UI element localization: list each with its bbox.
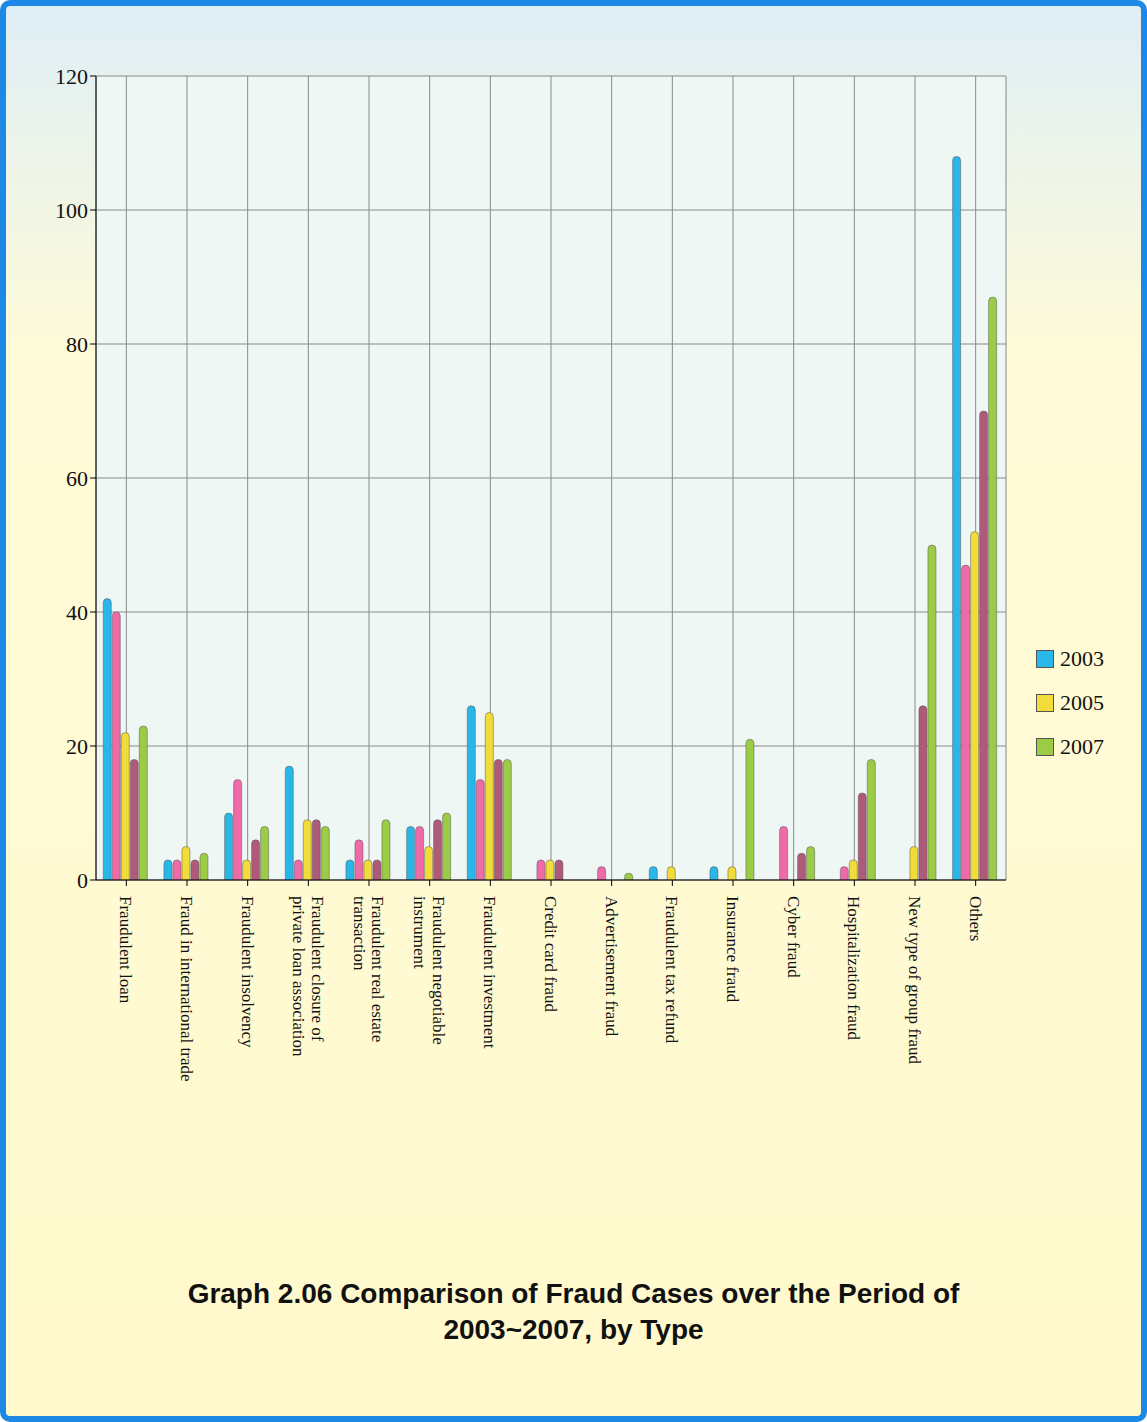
svg-text:Fraudulent real estatetransact: Fraudulent real estatetransaction <box>350 896 388 1042</box>
svg-text:Fraudulent tax refund: Fraudulent tax refund <box>662 896 681 1044</box>
html-text:2007: 2007 <box>1060 734 1104 759</box>
html-text:2003: 2003 <box>1060 646 1104 671</box>
svg-text:Fraud in international trade: Fraud in international trade <box>177 896 196 1082</box>
svg-text:80: 80 <box>66 332 88 357</box>
svg-text:Insurance fraud: Insurance fraud <box>723 896 742 1003</box>
svg-text:New type of group fraud: New type of group fraud <box>905 896 924 1065</box>
svg-text:Hospitalization fraud: Hospitalization fraud <box>844 896 863 1040</box>
svg-text:100: 100 <box>55 198 88 223</box>
svg-text:40: 40 <box>66 600 88 625</box>
svg-text:Fraudulent closure ofprivate l: Fraudulent closure ofprivate loan associ… <box>289 896 327 1057</box>
svg-text:60: 60 <box>66 466 88 491</box>
svg-text:Fraudulent insolvency: Fraudulent insolvency <box>238 896 257 1048</box>
svg-text:Fraudulent investment: Fraudulent investment <box>480 896 499 1049</box>
svg-text:120: 120 <box>55 64 88 89</box>
svg-text:20: 20 <box>66 734 88 759</box>
svg-text:Fraudulent loan: Fraudulent loan <box>116 896 135 1004</box>
svg-text:Cyber fraud: Cyber fraud <box>784 896 803 978</box>
svg-text:Credit card fraud: Credit card fraud <box>541 896 560 1013</box>
html-text:2005: 2005 <box>1060 690 1104 715</box>
svg-text:Fraudulent negotiableinstrumen: Fraudulent negotiableinstrument <box>410 896 448 1045</box>
svg-text:0: 0 <box>77 868 88 893</box>
svg-text:Advertisement fraud: Advertisement fraud <box>602 896 621 1037</box>
html-text:Graph 2.06 Comparison of Fraud: Graph 2.06 Comparison of Fraud Cases ove… <box>187 1278 960 1345</box>
svg-text:Others: Others <box>966 896 985 941</box>
